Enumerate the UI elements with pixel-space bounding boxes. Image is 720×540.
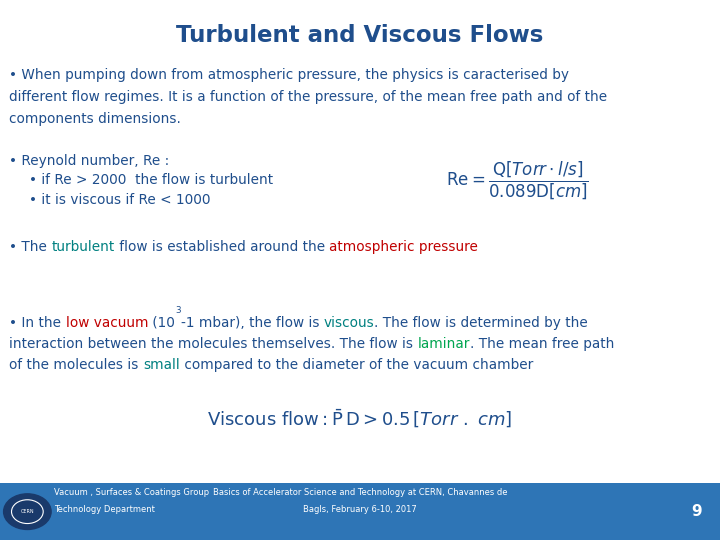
Text: • Reynold number, Re :: • Reynold number, Re : <box>9 154 170 168</box>
Text: different flow regimes. It is a function of the pressure, of the mean free path : different flow regimes. It is a function… <box>9 90 608 104</box>
Text: • When pumping down from atmospheric pressure, the physics is caracterised by: • When pumping down from atmospheric pre… <box>9 68 570 82</box>
Text: Basics of Accelerator Science and Technology at CERN, Chavannes de: Basics of Accelerator Science and Techno… <box>212 488 508 497</box>
Text: small: small <box>143 359 180 373</box>
Circle shape <box>4 494 51 529</box>
Text: 3: 3 <box>175 306 181 315</box>
Text: components dimensions.: components dimensions. <box>9 112 181 126</box>
Text: 9: 9 <box>691 504 702 519</box>
Bar <box>0 483 720 540</box>
Text: $\mathrm{Re} = \dfrac{\mathrm{Q}[{\it Torr} \cdot l/s]}{0.089\mathrm{D}[{\it cm}: $\mathrm{Re} = \dfrac{\mathrm{Q}[{\it To… <box>446 159 589 201</box>
Text: Technology Department: Technology Department <box>54 505 155 515</box>
Text: low vacuum: low vacuum <box>66 316 148 330</box>
Text: . The mean free path: . The mean free path <box>470 337 614 351</box>
Text: laminar: laminar <box>418 337 470 351</box>
Text: • The: • The <box>9 240 52 254</box>
Text: Bagls, February 6-10, 2017: Bagls, February 6-10, 2017 <box>303 505 417 515</box>
Text: CERN: CERN <box>21 509 34 514</box>
Text: Vacuum , Surfaces & Coatings Group: Vacuum , Surfaces & Coatings Group <box>54 488 209 497</box>
Text: interaction between the molecules themselves. The flow is: interaction between the molecules themse… <box>9 337 418 351</box>
Text: Turbulent and Viscous Flows: Turbulent and Viscous Flows <box>176 24 544 48</box>
Text: • In the: • In the <box>9 316 66 330</box>
Text: -1 mbar), the flow is: -1 mbar), the flow is <box>181 316 323 330</box>
Text: compared to the diameter of the vacuum chamber: compared to the diameter of the vacuum c… <box>180 359 533 373</box>
Text: viscous: viscous <box>323 316 374 330</box>
Text: • it is viscous if Re < 1000: • it is viscous if Re < 1000 <box>29 193 210 207</box>
Text: atmospheric pressure: atmospheric pressure <box>329 240 478 254</box>
Text: of the molecules is: of the molecules is <box>9 359 143 373</box>
Text: . The flow is determined by the: . The flow is determined by the <box>374 316 588 330</box>
Text: $\mathrm{Viscous\ flow} : \bar{\mathrm{P}}\,\mathrm{D} > 0.5\,[\mathit{Torr\ .\ : $\mathrm{Viscous\ flow} : \bar{\mathrm{P… <box>207 408 513 430</box>
Text: (10: (10 <box>148 316 175 330</box>
Text: • if Re > 2000  the flow is turbulent: • if Re > 2000 the flow is turbulent <box>29 173 273 187</box>
Text: turbulent: turbulent <box>52 240 115 254</box>
Text: flow is established around the: flow is established around the <box>115 240 329 254</box>
